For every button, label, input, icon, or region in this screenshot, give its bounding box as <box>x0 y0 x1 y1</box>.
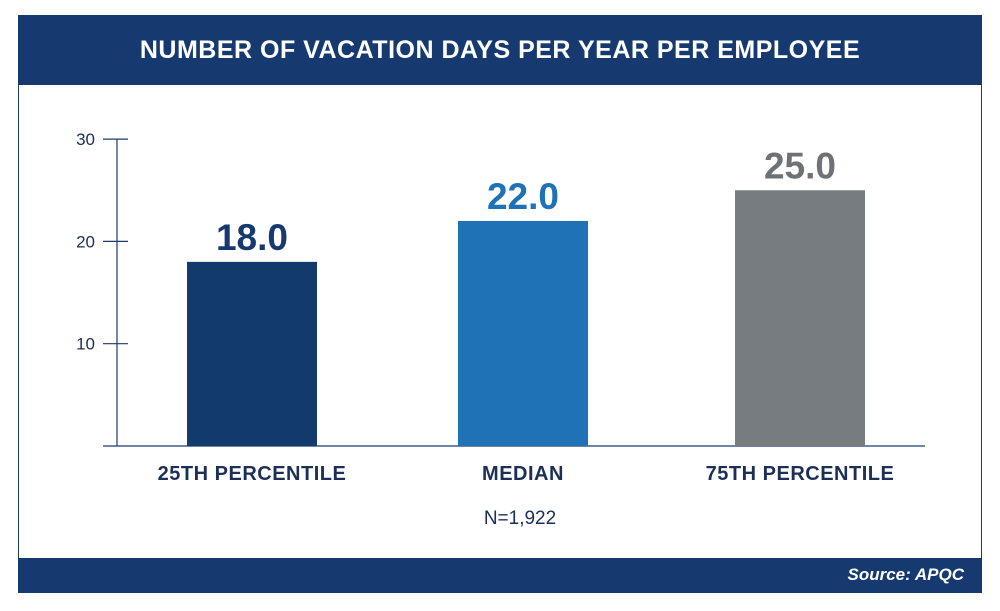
source-label: Source: APQC <box>847 565 964 584</box>
x-category-label: 25TH PERCENTILE <box>158 463 347 485</box>
bar-value-label: 25.0 <box>764 145 836 186</box>
bar <box>187 261 317 446</box>
x-category-label: MEDIAN <box>482 463 564 485</box>
y-tick-label: 30 <box>76 130 95 149</box>
chart-title: NUMBER OF VACATION DAYS PER YEAR PER EMP… <box>18 15 982 85</box>
bar-value-label: 22.0 <box>487 176 559 217</box>
y-tick-label: 20 <box>76 232 95 251</box>
sample-size-label: N=1,922 <box>483 508 557 529</box>
bar-value-label: 18.0 <box>216 217 288 258</box>
y-tick-label: 10 <box>76 335 95 354</box>
bar <box>458 220 588 446</box>
bar <box>735 190 865 446</box>
x-category-label: 75TH PERCENTILE <box>706 463 895 485</box>
footer-bar: Source: APQC <box>18 558 982 593</box>
